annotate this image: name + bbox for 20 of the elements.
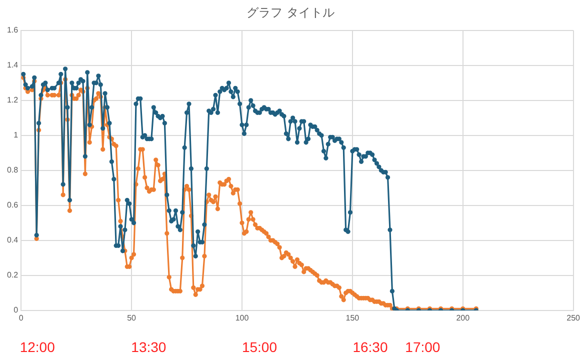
text: 17:00 — [405, 339, 440, 355]
x-tick-label: 250 — [566, 313, 581, 322]
chart-title: グラフ タイトル — [246, 5, 334, 20]
x-tick-label: 100 — [235, 313, 250, 322]
y-tick-label: 0.4 — [6, 236, 19, 245]
x-tick-label: 50 — [127, 313, 137, 322]
y-tick-label: 1.6 — [6, 26, 19, 35]
x-tick-label: 150 — [346, 313, 360, 322]
y-tick-label: 1 — [14, 130, 19, 140]
text: 15:00 — [242, 339, 278, 355]
text: 16:30 — [352, 339, 388, 355]
x-tick-label: 200 — [456, 313, 470, 322]
y-tick-label: 0.6 — [6, 200, 19, 210]
y-tick-label: 0.2 — [6, 270, 19, 280]
y-tick-label: 0.8 — [6, 166, 19, 175]
text: 13:30 — [131, 339, 166, 355]
y-tick-label: 0 — [14, 306, 19, 315]
text: 12:00 — [20, 339, 56, 355]
y-tick-label: 1.2 — [6, 96, 19, 105]
y-tick-label: 1.4 — [6, 60, 19, 70]
